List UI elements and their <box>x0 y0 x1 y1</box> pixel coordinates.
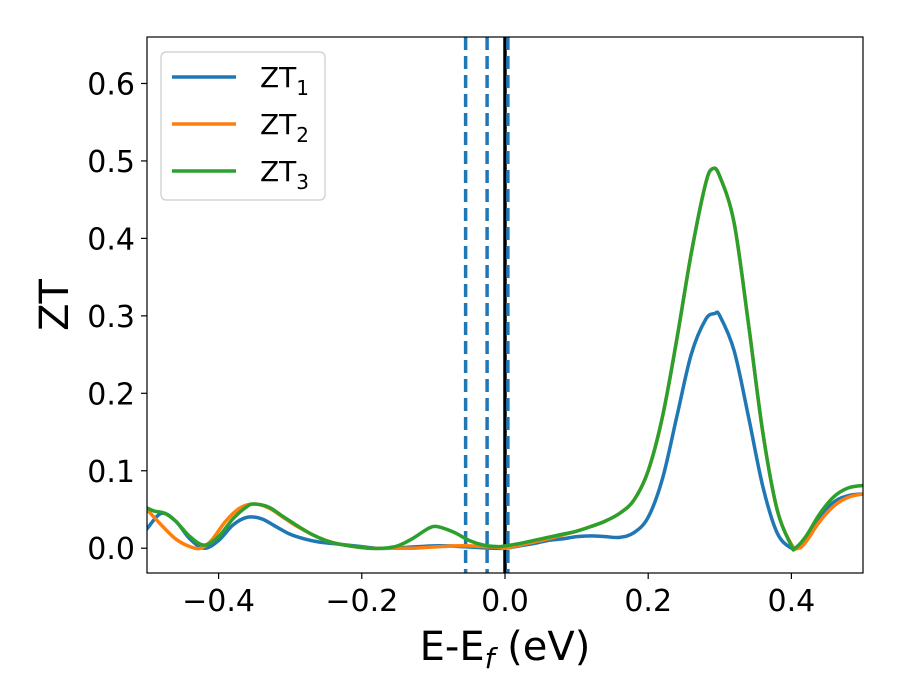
y-tick-label: 0.4 <box>87 222 135 257</box>
y-axis-label: ZT <box>32 279 78 331</box>
x-tick-label: −0.4 <box>182 584 255 619</box>
x-tick-label: 0.0 <box>481 584 529 619</box>
x-axis: −0.4 −0.2 0.0 0.2 0.4 <box>182 573 815 619</box>
y-tick-label: 0.2 <box>87 377 135 412</box>
x-tick-label: 0.4 <box>768 584 816 619</box>
legend-box <box>160 51 326 201</box>
y-tick-label: 0.3 <box>87 300 135 335</box>
legend-label-zt3: ZT3 <box>260 155 309 194</box>
x-tick-label: −0.2 <box>325 584 398 619</box>
x-axis-label: E-Ef (eV) <box>420 624 591 675</box>
y-axis: 0.0 0.1 0.2 0.3 0.4 0.5 0.6 <box>87 67 147 567</box>
y-tick-label: 0.5 <box>87 145 135 180</box>
y-tick-label: 0.1 <box>87 455 135 490</box>
legend-label-zt2: ZT2 <box>260 108 309 147</box>
y-tick-label: 0.6 <box>87 67 135 102</box>
vertical-markers <box>463 37 510 573</box>
series-layer <box>147 166 863 552</box>
series-line-zt3 <box>147 166 863 552</box>
legend: ZT1 ZT2 ZT3 <box>160 51 326 201</box>
x-tick-label: 0.2 <box>624 584 672 619</box>
legend-label-zt1: ZT1 <box>260 61 309 100</box>
y-tick-label: 0.0 <box>87 532 135 567</box>
